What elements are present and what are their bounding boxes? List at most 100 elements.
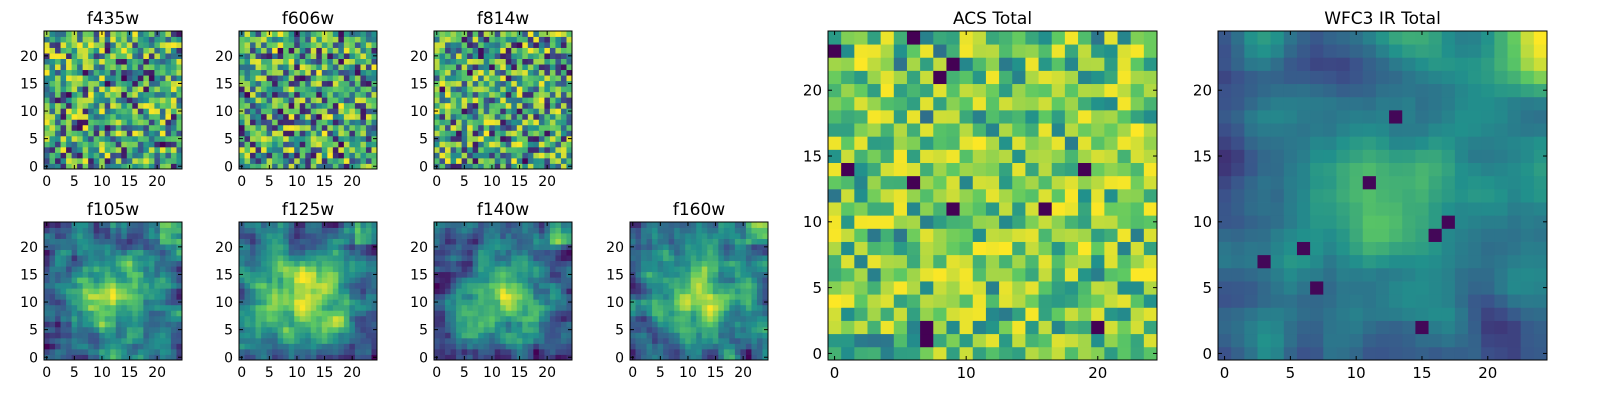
- heatmap-cell: [159, 304, 166, 311]
- heatmap-cell: [126, 293, 133, 300]
- heatmap-cell: [494, 91, 501, 98]
- heatmap-cell: [472, 233, 479, 239]
- heatmap-cell: [71, 102, 78, 109]
- y-tick-label: 10: [606, 295, 624, 311]
- heatmap-cell: [66, 348, 72, 355]
- heatmap-cell: [483, 299, 490, 306]
- heatmap-cell: [305, 343, 312, 350]
- heatmap-cell: [445, 326, 451, 333]
- heatmap-cell: [115, 255, 122, 262]
- heatmap-cell: [305, 244, 312, 250]
- heatmap-cell: [511, 343, 518, 350]
- heatmap-cell: [635, 343, 642, 350]
- heatmap-cell: [126, 238, 133, 245]
- heatmap-cell: [255, 86, 262, 93]
- heatmap-cell: [489, 97, 496, 104]
- heatmap-cell: [467, 69, 474, 76]
- heatmap-cell: [555, 152, 562, 159]
- heatmap-cell: [49, 288, 56, 295]
- heatmap-cell: [266, 152, 273, 159]
- heatmap-cell: [55, 348, 61, 355]
- heatmap-cell: [527, 163, 534, 170]
- heatmap-cell: [148, 255, 155, 262]
- heatmap-cell: [82, 130, 89, 137]
- heatmap-cell: [434, 227, 440, 234]
- heatmap-cell: [82, 315, 89, 322]
- heatmap-cell: [494, 130, 501, 137]
- heatmap-cell: [294, 69, 301, 76]
- heatmap-cell: [472, 53, 479, 59]
- heatmap-cell: [511, 64, 518, 71]
- heatmap-cell: [170, 348, 177, 355]
- heatmap-cell: [159, 266, 166, 273]
- heatmap-cell: [745, 266, 752, 273]
- heatmap-cell: [154, 332, 161, 339]
- heatmap-cell: [516, 102, 523, 109]
- heatmap-cell: [272, 293, 279, 300]
- heatmap-cell: [478, 299, 485, 306]
- heatmap-cell: [343, 102, 350, 109]
- heatmap-cell: [365, 124, 372, 131]
- heatmap-cell: [712, 255, 719, 262]
- heatmap-cell: [690, 255, 697, 262]
- heatmap-cell: [310, 108, 317, 115]
- heatmap-cell: [321, 238, 328, 245]
- heatmap-cell: [165, 337, 172, 344]
- heatmap-cell: [294, 343, 301, 350]
- heatmap-cell: [461, 135, 468, 142]
- heatmap-cell: [310, 354, 317, 361]
- heatmap-cell: [690, 310, 697, 317]
- heatmap-cell: [93, 271, 100, 278]
- heatmap-cell: [511, 244, 518, 250]
- heatmap-cell: [272, 97, 279, 104]
- heatmap-cell: [176, 348, 183, 355]
- heatmap-cell: [450, 354, 457, 361]
- heatmap-cell: [121, 293, 128, 300]
- heatmap-cell: [500, 238, 507, 245]
- heatmap-cell: [1051, 188, 1066, 203]
- heatmap-cell: [467, 299, 474, 306]
- heatmap-cell: [310, 299, 317, 306]
- heatmap-cell: [729, 348, 736, 355]
- heatmap-cell: [483, 255, 490, 262]
- heatmap-cell: [349, 288, 356, 295]
- heatmap-cell: [310, 227, 317, 234]
- heatmap-cell: [434, 113, 440, 120]
- heatmap-cell: [244, 255, 251, 262]
- heatmap-cell: [305, 227, 312, 234]
- heatmap-cell: [126, 130, 133, 137]
- heatmap-cell: [467, 266, 474, 273]
- heatmap-cell: [489, 69, 496, 76]
- heatmap-cell: [434, 58, 440, 65]
- heatmap-cell: [483, 304, 490, 311]
- heatmap-cell: [549, 260, 556, 267]
- heatmap-cell: [685, 277, 692, 284]
- heatmap-cell: [77, 113, 84, 120]
- heatmap-cell: [516, 244, 523, 250]
- heatmap-cell: [327, 31, 334, 37]
- heatmap-cell: [762, 249, 769, 256]
- heatmap-cell: [154, 304, 161, 311]
- heatmap-cell: [1117, 162, 1132, 177]
- heatmap-cell: [310, 31, 317, 37]
- heatmap-cell: [316, 315, 323, 322]
- heatmap-cell: [261, 64, 267, 71]
- heatmap-cell: [445, 337, 451, 344]
- heatmap-cell: [1064, 254, 1079, 269]
- heatmap-cell: [489, 332, 496, 339]
- heatmap-cell: [266, 266, 273, 273]
- heatmap-cell: [343, 163, 350, 170]
- heatmap-cell: [1038, 175, 1053, 190]
- heatmap-cell: [71, 266, 78, 273]
- heatmap-cell: [266, 119, 273, 126]
- heatmap-cell: [110, 75, 117, 82]
- heatmap-cell: [646, 332, 653, 339]
- heatmap-cell: [71, 238, 78, 245]
- heatmap-cell: [104, 271, 111, 278]
- heatmap-cell: [1064, 346, 1079, 361]
- heatmap-cell: [544, 249, 551, 256]
- heatmap-cell: [310, 288, 317, 295]
- heatmap-cell: [1143, 281, 1158, 295]
- heatmap-cell: [1091, 202, 1105, 216]
- heatmap-cell: [121, 91, 128, 98]
